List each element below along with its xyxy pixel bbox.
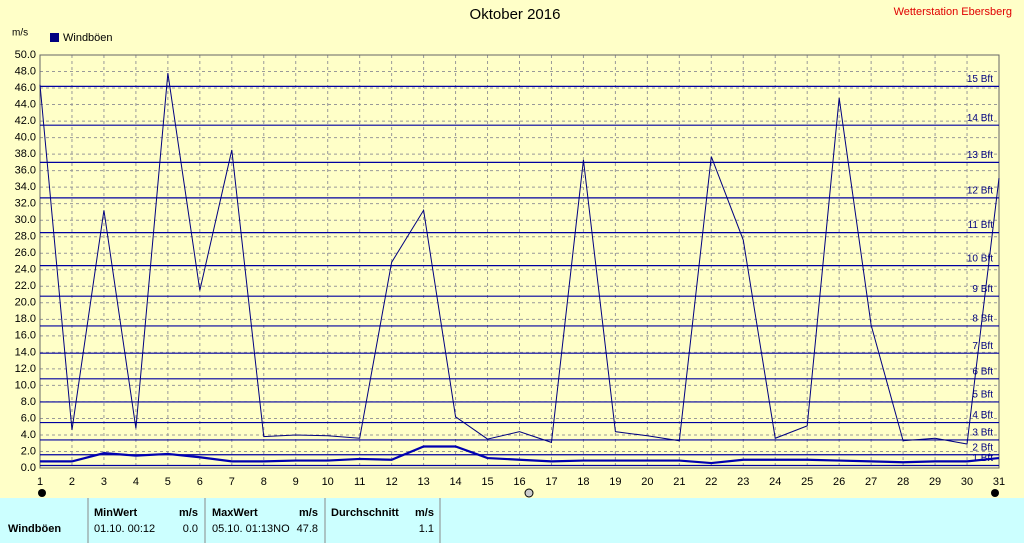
y-tick-label: 22.0 (15, 280, 36, 292)
y-tick-label: 34.0 (15, 181, 36, 193)
y-tick-label: 10.0 (15, 379, 36, 391)
beaufort-label: 3 Bft (972, 428, 993, 439)
station-name: Wetterstation Ebersberg (894, 6, 1012, 18)
chart-background (0, 0, 1024, 498)
y-tick-label: 38.0 (15, 148, 36, 160)
x-tick-label: 22 (705, 476, 717, 488)
x-tick-label: 17 (545, 476, 557, 488)
chart-title: Oktober 2016 (470, 6, 561, 23)
y-tick-label: 16.0 (15, 330, 36, 342)
beaufort-label: 5 Bft (972, 390, 993, 401)
scroll-handle[interactable] (524, 488, 534, 498)
x-tick-label: 11 (354, 476, 365, 488)
x-tick-label: 14 (449, 476, 461, 488)
x-tick-label: 21 (673, 476, 685, 488)
y-tick-label: 0.0 (21, 462, 36, 474)
beaufort-label: 14 Bft (967, 113, 993, 124)
table-cell: 05.10. 01:13NO (212, 523, 290, 535)
x-tick-label: 7 (229, 476, 235, 488)
beaufort-label: 4 Bft (972, 410, 993, 421)
beaufort-label: 9 Bft (972, 284, 993, 295)
beaufort-label: 8 Bft (972, 314, 993, 325)
series-line (39, 73, 1000, 445)
x-tick-label: 23 (737, 476, 749, 488)
x-tick-label: 31 (993, 476, 1005, 488)
y-tick-label: 20.0 (15, 297, 36, 309)
beaufort-label: 12 Bft (967, 186, 993, 197)
x-tick-label: 9 (293, 476, 299, 488)
y-tick-label: 36.0 (15, 165, 36, 177)
table-header: Durchschnitt (331, 507, 399, 519)
x-tick-label: 4 (133, 476, 139, 488)
table-cell: 47.8 (297, 523, 318, 535)
beaufort-label: 2 Bft (972, 442, 993, 453)
x-tick-label: 13 (417, 476, 429, 488)
y-tick-label: 40.0 (15, 132, 36, 144)
y-tick-label: 2.0 (21, 445, 36, 457)
plot-frame (39, 54, 1000, 469)
y-tick-label: 14.0 (15, 346, 36, 358)
x-tick-label: 28 (897, 476, 909, 488)
y-tick-label: 26.0 (15, 247, 36, 259)
y-tick-label: 12.0 (15, 363, 36, 375)
x-tick-label: 10 (322, 476, 334, 488)
y-tick-label: 46.0 (15, 82, 36, 94)
beaufort-label: 6 Bft (972, 366, 993, 377)
y-tick-label: 28.0 (15, 231, 36, 243)
beaufort-label: 10 Bft (967, 253, 993, 264)
table-header: MinWert (94, 507, 138, 519)
table-cell: 1.1 (419, 523, 434, 535)
x-tick-label: 12 (386, 476, 398, 488)
y-tick-label: 30.0 (15, 214, 36, 226)
table-lines (87, 498, 441, 543)
table-background (0, 498, 1024, 543)
x-tick-label: 3 (101, 476, 107, 488)
scroll-handle[interactable] (991, 489, 999, 497)
x-tick-label: 6 (197, 476, 203, 488)
table-header: m/s (299, 507, 318, 519)
beaufort-label: 11 Bft (968, 220, 994, 231)
y-axis-label: m/s (12, 28, 28, 39)
x-tick-label: 1 (37, 476, 43, 488)
x-tick-label: 18 (577, 476, 589, 488)
x-tick-label: 20 (641, 476, 653, 488)
x-tick-label: 15 (481, 476, 493, 488)
y-tick-label: 6.0 (21, 412, 36, 424)
legend-label: Windböen (63, 32, 113, 44)
series-line (40, 445, 1000, 465)
x-tick-label: 19 (609, 476, 621, 488)
table-cell: 01.10. 00:12 (94, 523, 155, 535)
x-tick-label: 5 (165, 476, 171, 488)
y-tick-label: 18.0 (15, 313, 36, 325)
y-tick-label: 44.0 (15, 98, 36, 110)
table-header: MaxWert (212, 507, 258, 519)
x-tick-label: 26 (833, 476, 845, 488)
x-tick-label: 27 (865, 476, 877, 488)
scroll-handle[interactable] (38, 489, 46, 497)
table-header: m/s (179, 507, 198, 519)
beaufort-label: 7 Bft (972, 341, 993, 352)
y-tick-label: 42.0 (15, 115, 36, 127)
y-tick-label: 50.0 (15, 49, 36, 61)
y-tick-label: 32.0 (15, 198, 36, 210)
x-tick-label: 2 (69, 476, 75, 488)
y-tick-label: 24.0 (15, 264, 36, 276)
table-row-label: Windböen (8, 523, 61, 535)
x-tick-label: 24 (769, 476, 781, 488)
x-tick-label: 8 (261, 476, 267, 488)
beaufort-label: 15 Bft (967, 74, 993, 85)
x-tick-label: 29 (929, 476, 941, 488)
beaufort-label: 13 Bft (967, 150, 993, 161)
table-cell: 0.0 (183, 523, 198, 535)
y-tick-label: 48.0 (15, 65, 36, 77)
x-tick-label: 16 (513, 476, 525, 488)
table-header: m/s (415, 507, 434, 519)
y-tick-label: 8.0 (21, 396, 36, 408)
y-tick-label: 4.0 (21, 429, 36, 441)
x-tick-label: 30 (961, 476, 973, 488)
legend-swatch (50, 33, 59, 42)
x-tick-label: 25 (801, 476, 813, 488)
